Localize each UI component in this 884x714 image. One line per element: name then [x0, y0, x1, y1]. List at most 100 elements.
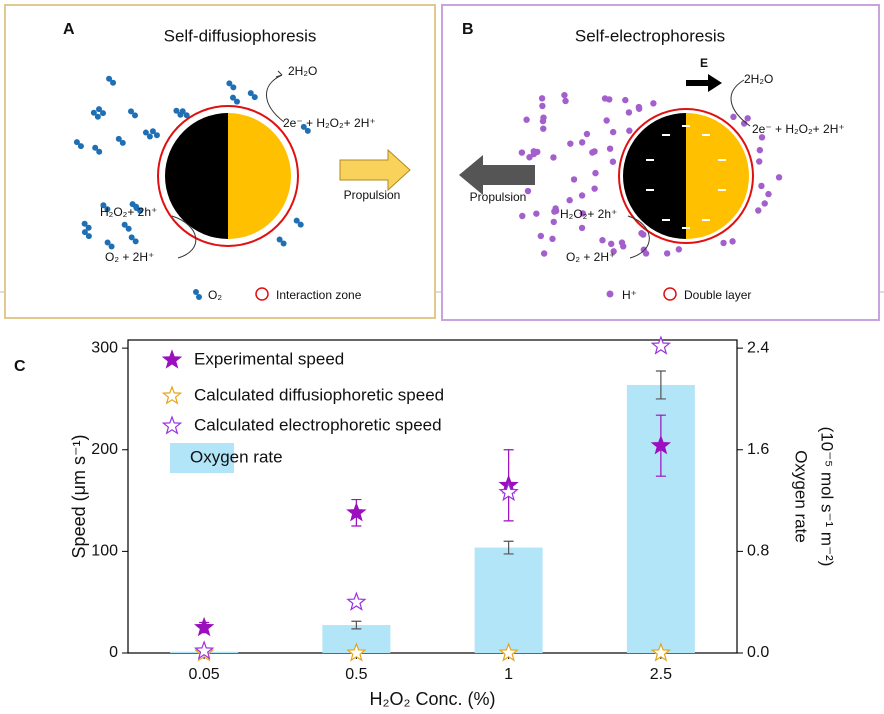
- legend-marker: [161, 385, 183, 405]
- proton-dot: [550, 154, 557, 161]
- x-axis-label: H₂O₂ Conc. (%): [370, 689, 496, 709]
- proton-dot: [530, 148, 537, 155]
- o2-dot: [81, 229, 88, 236]
- legend-label: Experimental speed: [194, 349, 344, 368]
- legend-ring: [255, 287, 269, 301]
- field-arrow: [686, 74, 722, 92]
- o2-dot: [247, 90, 254, 97]
- proton-dot: [523, 116, 530, 123]
- star-marker: [346, 591, 367, 611]
- proton-dot: [540, 114, 547, 121]
- proton-dot: [550, 218, 557, 226]
- y2-tick-label: 0.8: [747, 543, 769, 560]
- proton-dot: [609, 128, 617, 136]
- legend-label: O₂: [208, 288, 222, 302]
- proton-dot: [591, 185, 598, 192]
- product: 2H₂O: [288, 64, 317, 78]
- proton-dot: [638, 230, 645, 237]
- o2-dot: [119, 139, 126, 146]
- o2-dot: [81, 220, 88, 227]
- panel-label: C: [14, 358, 26, 375]
- propulsion-label: Propulsion: [470, 190, 527, 204]
- field-label: E: [700, 56, 708, 70]
- o2-dot: [73, 139, 80, 146]
- legend-dot: [606, 290, 614, 298]
- o2-dot: [230, 84, 237, 91]
- y2-axis-label: (10⁻⁵ mol s⁻¹ m⁻²): [818, 427, 837, 567]
- curved-arrow: [730, 79, 751, 127]
- o2-dot: [149, 128, 156, 135]
- proton-dot: [756, 146, 764, 154]
- legend-label: Double layer: [684, 288, 751, 302]
- proton-dot: [765, 190, 772, 198]
- o2-dot: [293, 217, 300, 224]
- proton-dot: [526, 154, 533, 161]
- proton-dot: [675, 246, 683, 253]
- o2-dot: [85, 224, 92, 231]
- proton-dot: [591, 148, 598, 155]
- o2-dot: [133, 205, 140, 212]
- x-tick-label: 1: [504, 666, 513, 683]
- legend-label: Calculated diffusiophoretic speed: [194, 385, 444, 404]
- o2-dot: [121, 221, 128, 228]
- star-marker: [650, 434, 671, 455]
- o2-dot: [300, 123, 307, 130]
- double-layer: [618, 108, 754, 244]
- o2-dot: [142, 129, 149, 136]
- proton-dot: [730, 113, 737, 121]
- o2-dot: [104, 206, 111, 213]
- o2-dot: [94, 113, 101, 120]
- o2-dot: [173, 107, 180, 114]
- y-tick-label: 0: [109, 644, 118, 661]
- particle-black: [165, 113, 228, 239]
- proton-dot: [566, 197, 573, 204]
- proton-dot: [562, 97, 569, 105]
- proton-dot: [599, 237, 606, 244]
- proton-dot: [537, 232, 545, 240]
- o2-dot: [125, 225, 132, 232]
- y-tick-label: 200: [91, 441, 118, 458]
- o2-dot: [77, 143, 84, 150]
- proton-dot: [740, 120, 748, 127]
- panel-label: B: [462, 21, 474, 38]
- y2-tick-label: 1.6: [747, 441, 769, 458]
- propulsion-arrow: [339, 148, 411, 192]
- o2-dot: [90, 109, 97, 116]
- y2-axis-label: Oxygen rate: [792, 450, 811, 543]
- o2-dot: [226, 80, 233, 87]
- proton-dot: [519, 212, 526, 220]
- legend-swatch: [170, 443, 234, 473]
- propulsion-arrow: [459, 155, 535, 195]
- legend-label: Calculated electrophoretic speed: [194, 415, 442, 434]
- particle-yellow: [228, 113, 291, 239]
- charges: [646, 125, 726, 229]
- proton-dot: [608, 240, 615, 248]
- proton-dot: [744, 115, 751, 122]
- proton-dot: [579, 210, 587, 217]
- legend-label: H⁺: [622, 288, 637, 302]
- proton-dot: [583, 130, 591, 138]
- y-tick-label: 100: [91, 543, 118, 560]
- propulsion-label: Propulsion: [344, 188, 401, 202]
- o2-dot: [153, 132, 160, 139]
- particle-yellow: [686, 113, 749, 239]
- proton-dot: [538, 95, 546, 102]
- o2-dot: [104, 239, 111, 246]
- proton-dot: [540, 250, 548, 257]
- proton-dot: [663, 250, 671, 257]
- y-axis-label: Speed (μm s⁻¹): [69, 435, 89, 559]
- star-marker: [650, 642, 671, 662]
- star-marker: [650, 335, 671, 355]
- star-marker: [498, 481, 519, 502]
- arrow-head: [275, 70, 283, 78]
- o2-dot: [110, 79, 117, 86]
- o2-dot: [304, 127, 311, 134]
- proton-dot: [775, 174, 783, 181]
- o2-dot: [229, 94, 236, 101]
- o2-dot: [297, 221, 304, 228]
- panel-title: Self-electrophoresis: [575, 26, 725, 45]
- o2-dot: [276, 236, 283, 243]
- proton-dot: [650, 100, 657, 107]
- legend-marker: [161, 415, 183, 435]
